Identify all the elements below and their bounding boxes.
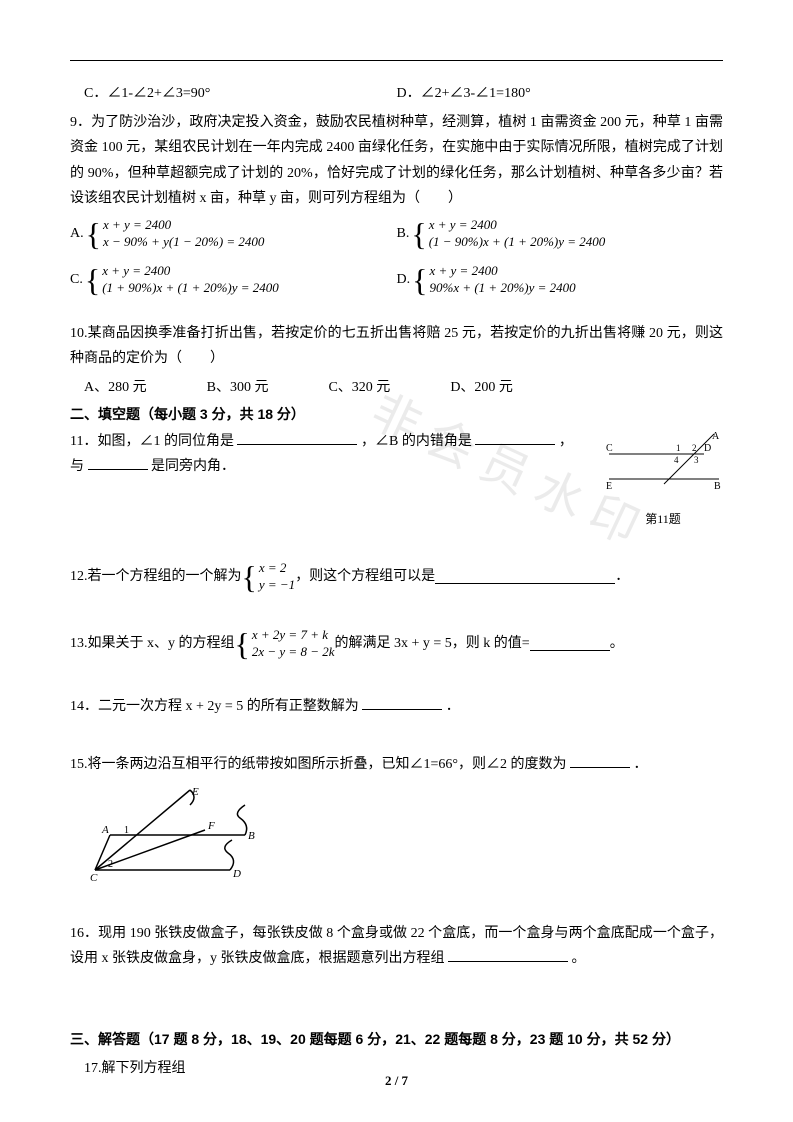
q15-pre: 15.将一条两边沿互相平行的纸带按如图所示折叠，已知∠1=66°，则∠2 的度数… — [70, 757, 567, 772]
q8-options: C．∠1-∠2+∠3=90° D．∠2+∠3-∠1=180° — [70, 81, 723, 106]
q11-p2: ，∠B 的内错角是 — [361, 434, 472, 449]
blank — [570, 754, 630, 768]
blank — [362, 696, 442, 710]
q11-p4: 与 — [70, 459, 84, 474]
q12-end: ． — [615, 564, 629, 589]
q9-a-label: A. — [70, 221, 84, 246]
q9-a-eq2: x − 90% + y(1 − 20%) = 2400 — [103, 234, 264, 251]
q9-c-eq1: x + y = 2400 — [102, 263, 279, 280]
q10-opt-b: B、300 元 — [207, 375, 269, 400]
q9-d-eq1: x + y = 2400 — [429, 263, 575, 280]
q9-b-label: B. — [397, 221, 410, 246]
blank — [435, 570, 615, 584]
q10-options: A、280 元 B、300 元 C、320 元 D、200 元 — [84, 375, 723, 400]
q15-figure: A B C D E F 1 2 — [90, 785, 723, 904]
svg-text:1: 1 — [676, 443, 681, 453]
svg-text:3: 3 — [694, 455, 699, 465]
q10-opt-d: D、200 元 — [450, 375, 513, 400]
q12-post: ，则这个方程组可以是 — [295, 564, 435, 589]
q12-pre: 12.若一个方程组的一个解为 — [70, 564, 242, 589]
svg-text:E: E — [191, 786, 199, 798]
q10-opt-a: A、280 元 — [84, 375, 147, 400]
svg-text:A: A — [712, 431, 720, 442]
q9-c-eq2: (1 + 90%)x + (1 + 20%)y = 2400 — [102, 280, 279, 297]
blank — [88, 456, 148, 470]
q13-pre: 13.如果关于 x、y 的方程组 — [70, 631, 235, 656]
svg-text:F: F — [207, 820, 215, 832]
brace-icon: { — [412, 264, 427, 296]
q15: 15.将一条两边沿互相平行的纸带按如图所示折叠，已知∠1=66°，则∠2 的度数… — [70, 752, 723, 777]
q16-pre: 16．现用 190 张铁皮做盒子，每张铁皮做 8 个盒身或做 22 个盒底，而一… — [70, 926, 723, 966]
section3-title: 三、解答题（17 题 8 分，18、19、20 题每题 6 分，21、22 题每… — [70, 1027, 723, 1052]
q9-text: 9．为了防沙治沙，政府决定投入资金，鼓励农民植树种草，经测算，植树 1 亩需资金… — [70, 110, 723, 211]
q10-text: 10.某商品因换季准备打折出售，若按定价的七五折出售将赔 25 元，若按定价的九… — [70, 321, 723, 371]
svg-text:1: 1 — [124, 825, 129, 836]
q16: 16．现用 190 张铁皮做盒子，每张铁皮做 8 个盒身或做 22 个盒底，而一… — [70, 921, 723, 971]
q13-eq1: x + 2y = 7 + k — [252, 627, 335, 644]
q12-eq2: y = −1 — [259, 577, 295, 594]
blank — [475, 431, 555, 445]
svg-text:C: C — [90, 872, 98, 884]
top-divider — [70, 60, 723, 61]
q9-c-label: C. — [70, 267, 83, 292]
q8-opt-c: C．∠1-∠2+∠3=90° — [70, 81, 397, 106]
brace-icon: { — [242, 561, 257, 593]
brace-icon: { — [85, 264, 100, 296]
svg-text:2: 2 — [108, 859, 113, 870]
brace-icon: { — [235, 628, 250, 660]
q9-opt-c: C. { x + y = 2400 (1 + 90%)x + (1 + 20%)… — [70, 263, 397, 297]
q9-options: A. { x + y = 2400 x − 90% + y(1 − 20%) =… — [70, 217, 723, 309]
q11-figure: A C D E B 1 2 3 4 第11题 — [603, 429, 723, 530]
svg-text:D: D — [704, 443, 711, 454]
q11-p5: 是同旁内角． — [151, 459, 235, 474]
svg-text:2: 2 — [692, 443, 697, 453]
q9-opt-d: D. { x + y = 2400 90%x + (1 + 20%)y = 24… — [397, 263, 724, 297]
q14-pre: 14．二元一次方程 x + 2y = 5 的所有正整数解为 — [70, 699, 359, 714]
q15-end: ． — [634, 757, 648, 772]
q13: 13.如果关于 x、y 的方程组 { x + 2y = 7 + k 2x − y… — [70, 627, 723, 661]
svg-text:B: B — [248, 830, 255, 842]
section2-title: 二、填空题（每小题 3 分，共 18 分） — [70, 402, 723, 427]
q10-opt-c: C、320 元 — [328, 375, 390, 400]
svg-text:D: D — [232, 868, 241, 880]
svg-text:B: B — [714, 481, 721, 492]
q9-d-eq2: 90%x + (1 + 20%)y = 2400 — [429, 280, 575, 297]
q16-end: 。 — [572, 951, 586, 966]
svg-text:A: A — [101, 824, 109, 836]
q13-end: 。 — [610, 631, 624, 656]
svg-text:E: E — [606, 481, 612, 492]
q11-p3: ， — [559, 434, 573, 449]
q14: 14．二元一次方程 x + 2y = 5 的所有正整数解为 ． — [70, 694, 723, 719]
q9-opt-b: B. { x + y = 2400 (1 − 90%)x + (1 + 20%)… — [397, 217, 724, 251]
q13-eq2: 2x − y = 8 − 2k — [252, 644, 335, 661]
q12-eq1: x = 2 — [259, 560, 295, 577]
brace-icon: { — [86, 218, 101, 250]
blank — [530, 637, 610, 651]
q14-end: ． — [446, 699, 460, 714]
q11-p1: 11．如图，∠1 的同位角是 — [70, 434, 234, 449]
page-number: 2 / 7 — [0, 1069, 793, 1092]
q9-opt-a: A. { x + y = 2400 x − 90% + y(1 − 20%) =… — [70, 217, 397, 251]
q9-a-eq1: x + y = 2400 — [103, 217, 264, 234]
q13-mid: 的解满足 3x + y = 5，则 k 的值= — [335, 631, 530, 656]
q12: 12.若一个方程组的一个解为 { x = 2 y = −1 ，则这个方程组可以是… — [70, 560, 723, 594]
q11: 11．如图，∠1 的同位角是 ，∠B 的内错角是 ， 与 是同旁内角． A C … — [70, 429, 723, 530]
svg-text:C: C — [606, 443, 613, 454]
q9-b-eq1: x + y = 2400 — [429, 217, 606, 234]
q11-caption: 第11题 — [603, 509, 723, 531]
svg-text:4: 4 — [674, 455, 679, 465]
brace-icon: { — [411, 218, 426, 250]
q9-d-label: D. — [397, 267, 411, 292]
blank — [237, 431, 357, 445]
q9-b-eq2: (1 − 90%)x + (1 + 20%)y = 2400 — [429, 234, 606, 251]
blank — [448, 948, 568, 962]
q8-opt-d: D．∠2+∠3-∠1=180° — [397, 81, 724, 106]
